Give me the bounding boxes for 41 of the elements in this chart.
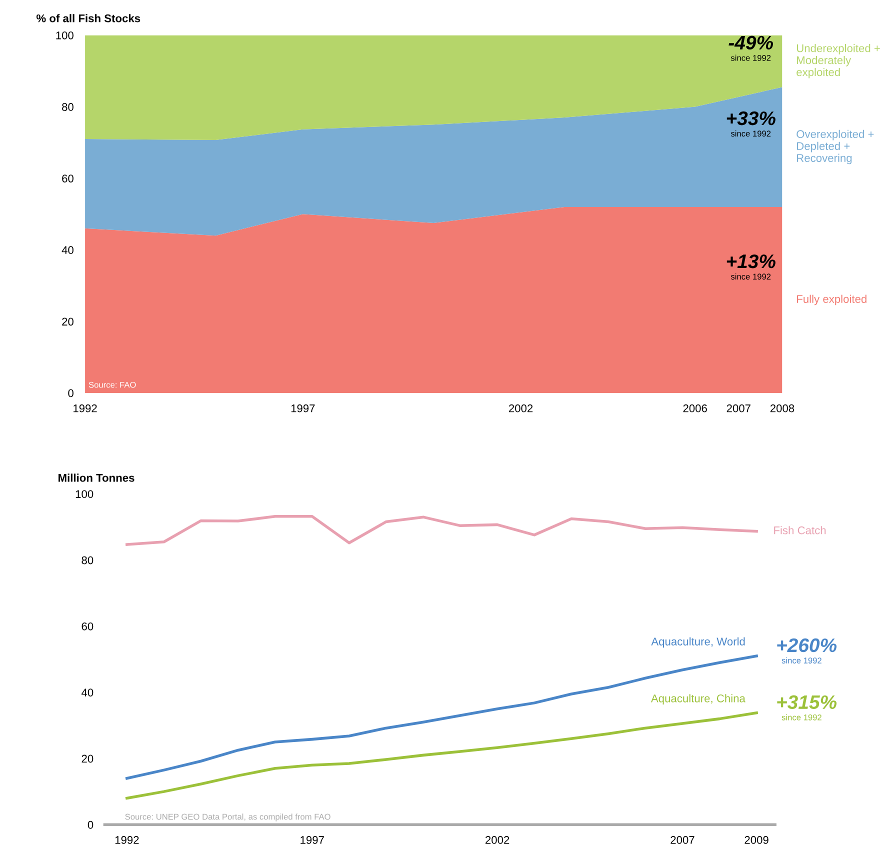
annotation: -49% since 1992 <box>728 36 774 61</box>
series-label: Fish Catch <box>774 526 826 534</box>
series-label: Fully exploited <box>797 294 866 306</box>
x-tick-label: 2002 <box>486 836 510 844</box>
line-series <box>126 515 758 546</box>
y-tick-label: 40 <box>62 246 74 254</box>
y-tick-label: 40 <box>82 688 94 696</box>
x-tick-label: 2007 <box>670 836 694 844</box>
y-tick-label: 20 <box>62 318 74 326</box>
x-tick-label: 2002 <box>508 404 533 412</box>
x-tick-label: 2009 <box>744 836 768 844</box>
x-tick-label: 1992 <box>74 404 97 412</box>
x-tick-label: 1992 <box>115 836 139 844</box>
y-tick-label: 60 <box>62 174 74 182</box>
line-series <box>126 654 758 780</box>
x-tick-label: 2007 <box>726 404 750 412</box>
y-tick-label: 100 <box>76 490 94 498</box>
line-series <box>126 711 758 800</box>
x-tick-label: 2006 <box>683 404 707 412</box>
series-label: Underexploited + Moderately exploited <box>796 44 880 78</box>
y-tick-label: 100 <box>56 31 74 40</box>
text: +260% since 1992 <box>777 638 837 664</box>
x-tick-label: 2008 <box>770 404 794 412</box>
y-tick-label: 0 <box>88 820 94 829</box>
series-label: Overexploited + Depleted + Recovering <box>796 130 874 164</box>
y-tick-label: 80 <box>62 103 74 111</box>
y-tick-label: 80 <box>82 556 94 564</box>
x-tick-label: 1997 <box>300 836 324 844</box>
x-tick-label: 1997 <box>291 404 315 412</box>
series-label: Aquaculture, World <box>651 637 745 648</box>
text: +315% since 1992 <box>777 695 837 720</box>
annotation: +13% since 1992 <box>726 254 776 280</box>
annotation: +33% since 1992 <box>726 111 776 137</box>
series-label: Aquaculture, China <box>650 694 746 705</box>
y-tick-label: 60 <box>82 622 94 630</box>
y-tick-label: 20 <box>82 754 94 763</box>
annotation: Source: UNEP GEO Data Portal, as compiled from FAO <box>125 814 330 822</box>
y-tick-label: 0 <box>68 389 74 398</box>
annotation: Source: FAO <box>88 382 136 388</box>
y-axis-title: Million Tonnes <box>58 474 134 482</box>
y-axis-title: % of all Fish Stocks <box>36 14 140 22</box>
